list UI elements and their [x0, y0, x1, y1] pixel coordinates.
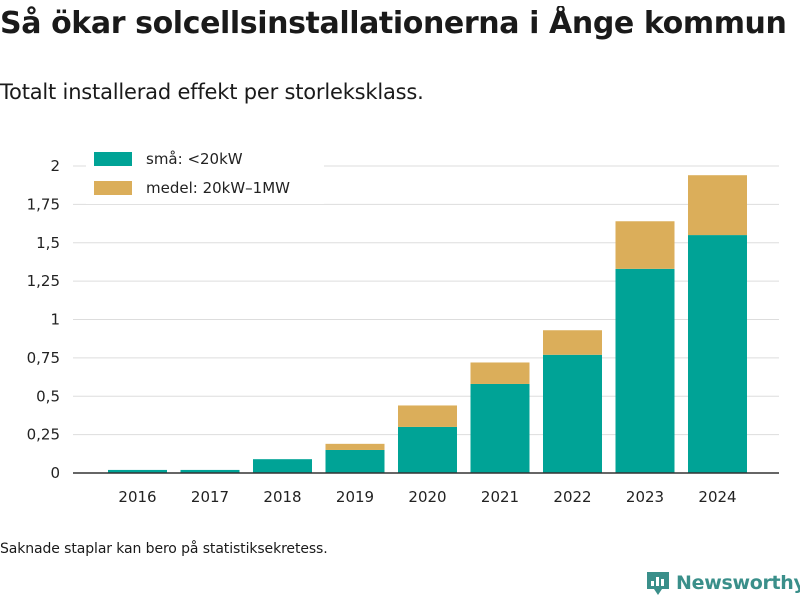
- chart-subtitle: Totalt installerad effekt per storlekskl…: [0, 80, 424, 104]
- bar-small-2020: [398, 426, 457, 473]
- chart-title: Så ökar solcellsinstallationerna i Ånge …: [0, 6, 787, 41]
- legend-label-medium: medel: 20kW–1MW: [146, 179, 290, 197]
- bar-medium-2023: [615, 221, 675, 269]
- brand[interactable]: Newsworthy: [646, 570, 800, 596]
- bar-small-2022: [543, 354, 602, 473]
- legend-label-small: små: <20kW: [146, 150, 243, 168]
- bar-small-2019: [325, 449, 385, 473]
- y-tick-label: 0,25: [27, 426, 60, 444]
- brand-name: Newsworthy: [676, 572, 800, 594]
- bar-medium-2020: [398, 405, 457, 427]
- legend-swatch-medium: [94, 181, 132, 195]
- y-tick-label: 1,25: [27, 272, 60, 290]
- x-tick-label: 2019: [336, 488, 374, 506]
- x-tick-label: 2020: [408, 488, 446, 506]
- legend-swatch-small: [94, 152, 132, 166]
- y-tick-label: 1: [50, 311, 60, 329]
- y-tick-label: 1,5: [36, 234, 60, 252]
- bar-medium-2022: [543, 330, 602, 355]
- bar-small-2018: [253, 459, 312, 473]
- footnote: Saknade staplar kan bero på statistiksek…: [0, 541, 328, 557]
- newsworthy-logo-icon: [647, 572, 669, 595]
- y-tick-label: 0,5: [36, 387, 60, 405]
- x-tick-label: 2023: [626, 488, 664, 506]
- bar-small-2023: [615, 268, 675, 473]
- bar-medium-2019: [325, 443, 385, 450]
- y-tick-label: 2: [50, 157, 60, 175]
- x-tick-label: 2018: [263, 488, 301, 506]
- y-tick-label: 0: [50, 464, 60, 482]
- x-tick-label: 2024: [698, 488, 736, 506]
- bar-small-2017: [180, 469, 240, 473]
- bar-small-2024: [688, 235, 747, 473]
- x-tick-label: 2022: [553, 488, 591, 506]
- y-tick-label: 1,75: [27, 195, 60, 213]
- x-tick-label: 2016: [118, 488, 156, 506]
- bar-small-2021: [470, 383, 530, 473]
- x-tick-label: 2021: [481, 488, 519, 506]
- x-tick-label: 2017: [191, 488, 229, 506]
- bar-small-2016: [108, 469, 167, 473]
- bar-medium-2024: [688, 175, 747, 236]
- y-tick-label: 0,75: [27, 349, 60, 367]
- bar-medium-2021: [470, 362, 530, 384]
